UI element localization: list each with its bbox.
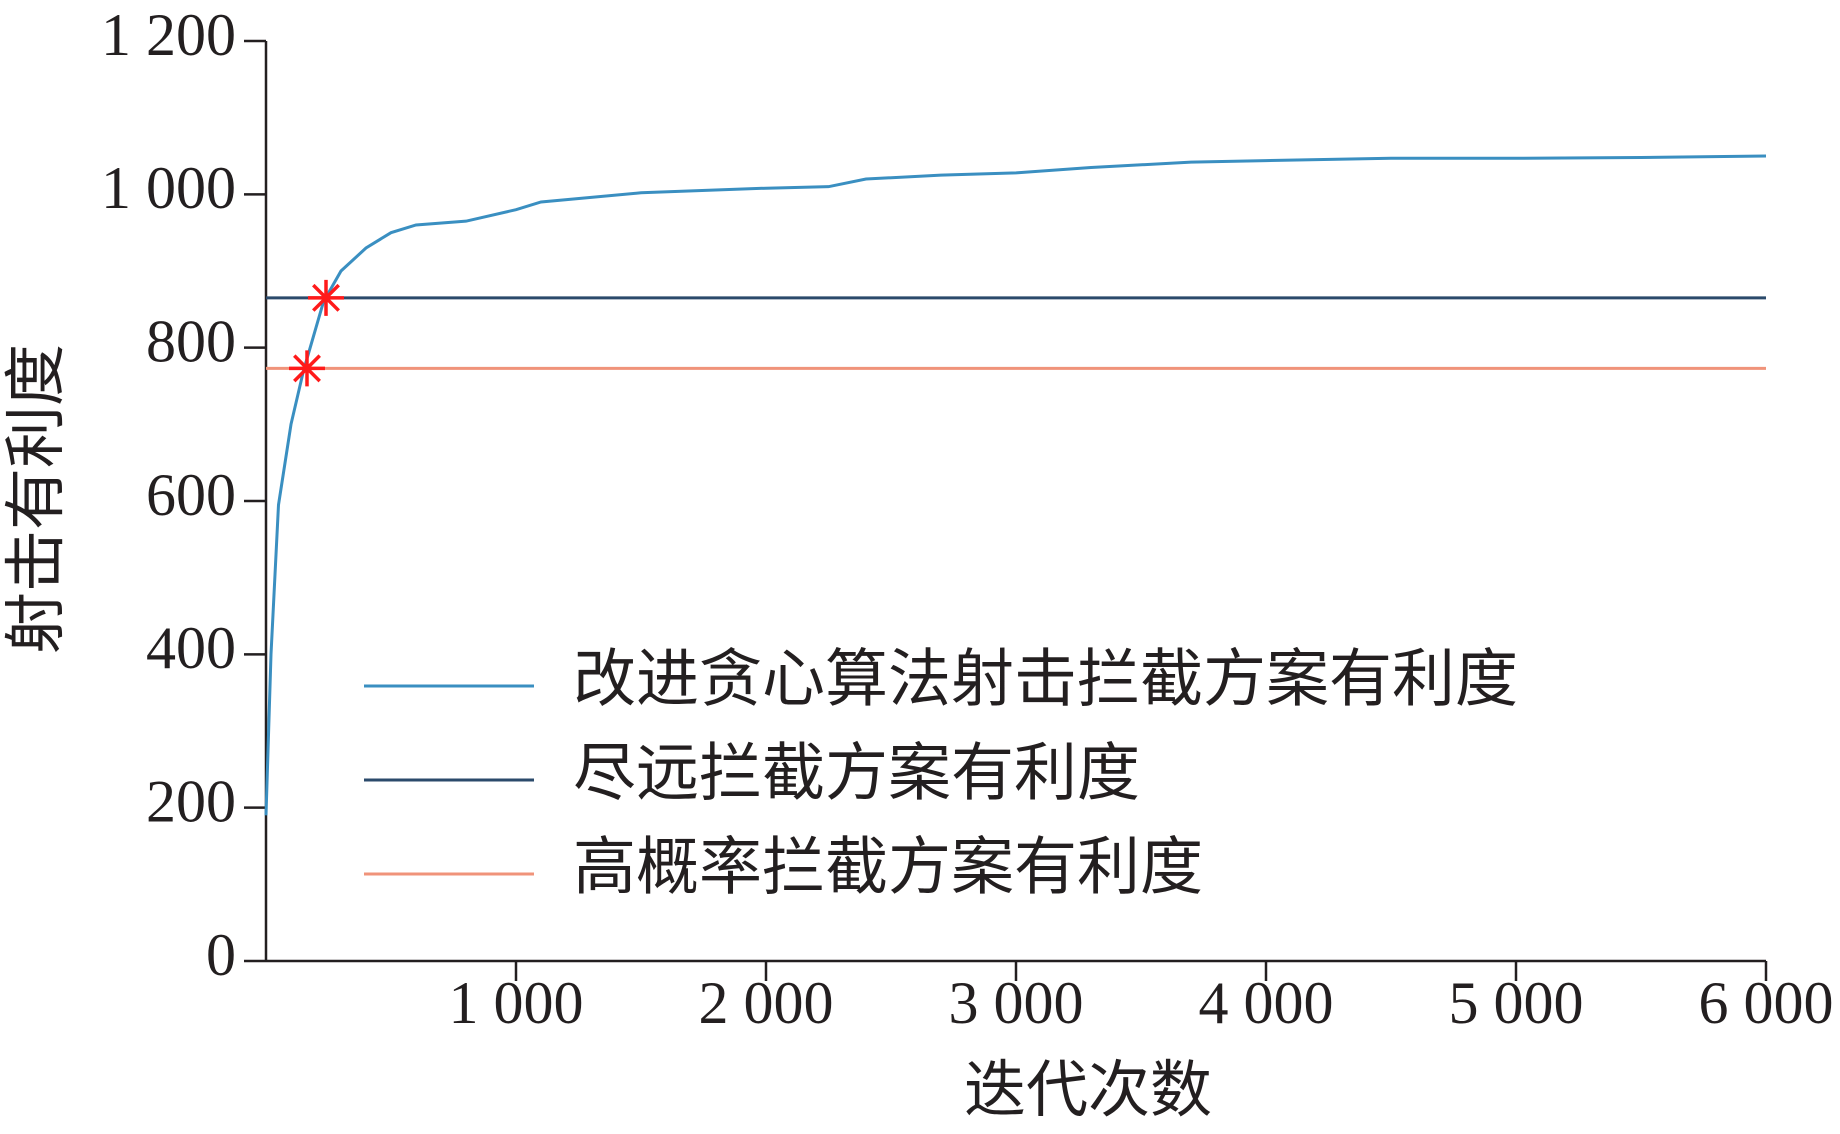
x-tick-label: 1 000 [449, 970, 584, 1036]
marker [289, 350, 325, 387]
x-tick-label: 4 000 [1199, 970, 1334, 1036]
data-line [264, 154, 1767, 816]
y-tick-label: 1 200 [101, 2, 236, 68]
y-tick-label: 0 [206, 922, 236, 988]
y-tick-label: 1 000 [101, 155, 236, 221]
y-tick-label: 200 [146, 768, 236, 834]
legend-label: 高概率拦截方案有利度 [573, 832, 1203, 902]
y-axis-label: 射击有利度 [3, 344, 71, 654]
x-tick-label: 3 000 [949, 970, 1084, 1036]
y-tick-label: 800 [146, 308, 236, 374]
x-tick-label: 5 000 [1449, 970, 1584, 1036]
x-axis-label: 迭代次数 [964, 1057, 1212, 1125]
y-tick-label: 600 [146, 462, 236, 528]
legend-label: 尽远拦截方案有利度 [573, 738, 1140, 808]
marker [308, 279, 344, 316]
x-tick-label: 6 000 [1699, 970, 1834, 1036]
y-tick-label: 400 [146, 615, 236, 681]
legend-label: 改进贪心算法射击拦截方案有利度 [573, 644, 1518, 714]
x-tick-label: 2 000 [699, 970, 834, 1036]
